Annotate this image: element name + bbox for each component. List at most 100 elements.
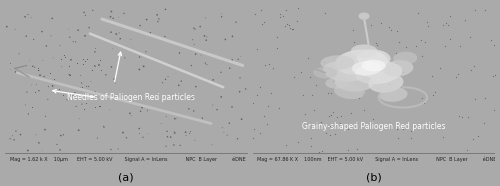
Point [42,115,50,118]
Point [384,83,392,86]
Point [142,50,150,53]
Point [226,67,234,70]
Point [138,106,146,109]
Point [157,122,165,125]
Point [139,136,147,139]
Ellipse shape [378,87,408,102]
Point [50,91,58,94]
Point [228,105,236,108]
Point [22,35,30,38]
Point [102,73,110,76]
Point [260,114,268,117]
Text: Mag = 1.62 k X    10μm      EHT = 5.00 kV        Signal A = InLens            NP: Mag = 1.62 k X 10μm EHT = 5.00 kV Signal… [10,157,246,162]
Point [414,12,422,15]
Point [56,148,64,151]
Point [69,40,77,43]
Point [202,62,209,65]
Ellipse shape [323,61,366,82]
Point [282,144,290,147]
Text: (b): (b) [366,172,382,182]
Point [190,27,198,30]
Point [394,137,402,140]
Point [32,133,40,136]
Point [188,64,196,67]
Point [6,62,14,65]
Point [304,56,312,59]
Point [91,105,99,108]
Point [107,148,115,151]
Point [32,90,40,93]
Point [116,38,124,41]
Point [472,97,480,100]
Point [412,45,420,48]
Point [161,35,169,38]
Point [257,9,265,12]
Point [236,76,244,79]
Point [332,69,340,72]
Point [6,68,14,71]
Point [58,65,66,68]
Point [36,74,44,77]
Point [460,19,468,22]
Point [122,136,130,139]
Point [128,114,136,117]
Point [135,127,143,130]
Point [336,121,344,124]
Point [166,97,174,100]
Point [253,94,261,97]
Point [344,148,351,151]
Point [326,122,334,125]
Point [34,68,42,71]
Point [85,26,93,29]
Point [72,40,80,43]
Point [26,59,34,62]
Point [186,132,194,135]
Point [16,133,24,136]
Point [474,135,482,138]
Point [288,28,296,31]
Point [330,111,338,114]
Point [236,55,244,58]
Point [80,107,88,110]
Point [298,71,306,74]
Point [307,137,315,140]
Point [163,130,171,133]
Point [162,115,170,118]
Point [69,94,77,97]
Point [226,122,234,125]
Point [162,145,170,148]
Ellipse shape [355,61,402,84]
Point [372,42,380,45]
Point [35,141,43,144]
Point [115,16,123,19]
Point [166,136,174,139]
Point [256,86,264,89]
Ellipse shape [326,77,349,89]
Point [261,64,269,67]
Point [367,23,375,26]
Point [97,94,105,97]
Point [464,116,472,118]
Point [38,30,46,33]
Point [308,145,316,147]
Point [61,56,69,59]
Ellipse shape [335,49,388,76]
Ellipse shape [394,52,417,65]
Point [82,101,90,104]
Point [96,105,104,108]
Point [191,28,199,31]
Point [58,57,66,60]
Point [202,39,210,42]
Point [56,44,64,47]
Point [317,120,325,123]
Point [372,80,380,83]
Point [59,94,67,97]
Point [369,118,377,121]
Point [119,131,127,134]
Point [208,104,216,107]
Point [301,113,309,116]
Point [186,130,194,133]
Point [47,34,55,37]
Point [50,78,58,81]
Point [322,132,330,135]
